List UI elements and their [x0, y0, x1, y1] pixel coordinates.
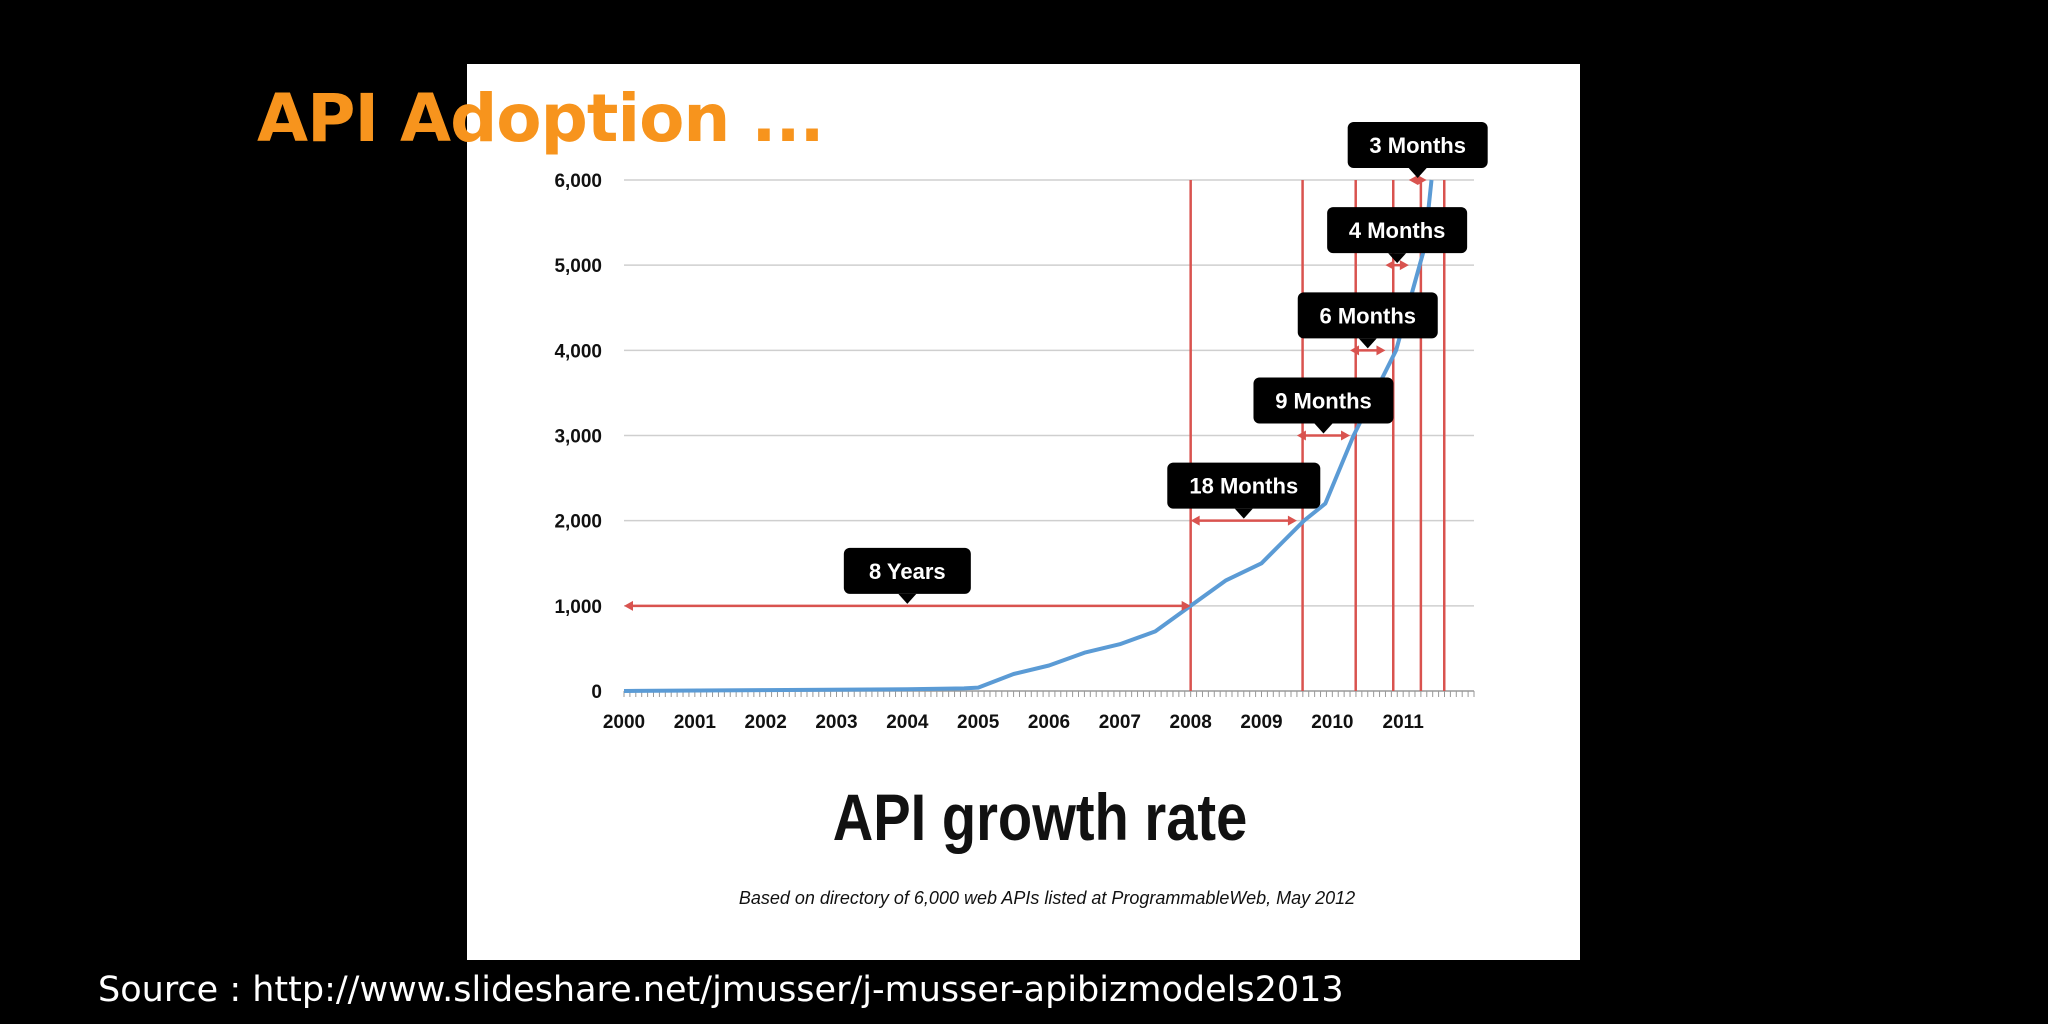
- x-tick-label: 2010: [1311, 712, 1353, 733]
- callout-rect: [843, 547, 971, 594]
- callout-rect: [1253, 377, 1394, 424]
- arrow-head: [1287, 515, 1297, 526]
- x-tick-label: 2011: [1383, 712, 1425, 733]
- callout-rect: [1327, 207, 1468, 254]
- x-tick-label: 2002: [745, 712, 787, 733]
- source-caption: Source : http://www.slideshare.net/jmuss…: [98, 970, 1344, 1010]
- arrow-head: [1417, 175, 1427, 185]
- arrow-head: [1296, 430, 1306, 441]
- x-tick-label: 2008: [1170, 712, 1212, 733]
- arrow-head: [1181, 600, 1191, 611]
- x-tick-label: 2005: [957, 712, 1000, 733]
- arrow-head: [1385, 260, 1395, 271]
- callout-pointer: [1408, 168, 1427, 178]
- callout-label: 4 Months: [1349, 218, 1446, 243]
- arrow-head: [1399, 260, 1409, 271]
- y-tick-label: 2,000: [554, 512, 602, 533]
- x-minor-ticks: [623, 691, 1475, 697]
- callout-rect: [1347, 122, 1488, 168]
- x-axis-ticks: 2000 2001 2002 2003 2004 2005 2006 2007 2008 2009…: [603, 712, 1424, 733]
- arrow-head: [1376, 345, 1386, 356]
- x-tick-label: 2007: [1099, 712, 1141, 733]
- x-tick-label: 2003: [815, 712, 857, 733]
- callout-label: 3 Months: [1369, 133, 1466, 158]
- callout-pointer: [1314, 423, 1333, 434]
- x-tick-label: 2001: [674, 712, 717, 733]
- x-tick-label: 2000: [603, 712, 645, 733]
- arrow-head: [1341, 430, 1351, 441]
- callout-box: 4 Months: [1327, 207, 1468, 264]
- x-tick-label: 2009: [1240, 712, 1282, 733]
- callout-pointer: [898, 593, 917, 604]
- callout-rect: [1297, 292, 1438, 339]
- x-tick-label: 2006: [1028, 712, 1070, 733]
- x-tick-label: 2004: [886, 712, 929, 733]
- y-tick-label: 1,000: [554, 597, 602, 618]
- callout-label: 9 Months: [1275, 389, 1372, 414]
- callout-box: 3 Months: [1347, 122, 1488, 178]
- callout-pointer: [1358, 338, 1377, 349]
- y-tick-label: 0: [591, 682, 602, 703]
- callout-box: 18 Months: [1167, 462, 1321, 519]
- interval-annotations: 8 Years 18 Months 9 Months 6 Months 4 Months…: [624, 122, 1488, 611]
- chart-subtitle: Based on directory of 6,000 web APIs lis…: [739, 888, 1355, 908]
- arrow-head: [1190, 515, 1200, 526]
- y-axis-ticks: 0 1,000 2,000 3,000 4,000 5,000 6,000: [554, 171, 602, 703]
- callout-label: 8 Years: [869, 559, 946, 584]
- callout-box: 6 Months: [1297, 292, 1438, 349]
- callout-pointer: [1234, 508, 1253, 519]
- callout-box: 8 Years: [843, 547, 971, 604]
- arrow-head: [624, 600, 633, 611]
- callout-rect: [1167, 462, 1321, 509]
- y-tick-label: 5,000: [554, 256, 602, 277]
- slide-title: API Adoption ...: [257, 80, 825, 157]
- callout-box: 9 Months: [1253, 377, 1394, 434]
- y-tick-label: 3,000: [554, 427, 602, 448]
- callout-label: 6 Months: [1319, 303, 1416, 328]
- chart-title: API growth rate: [833, 781, 1248, 854]
- y-tick-label: 4,000: [554, 341, 602, 362]
- arrow-head: [1350, 345, 1360, 356]
- callout-label: 18 Months: [1189, 474, 1298, 499]
- y-tick-label: 6,000: [554, 171, 602, 192]
- callout-pointer: [1388, 253, 1407, 264]
- arrow-head: [1408, 175, 1418, 185]
